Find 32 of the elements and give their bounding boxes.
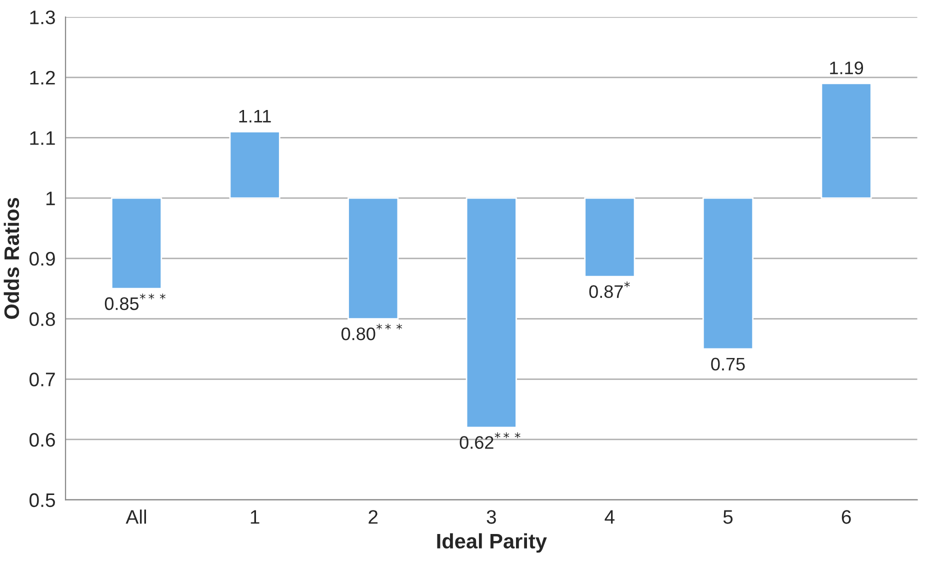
data-label: 1.11 xyxy=(239,110,271,122)
y-tick-label: 1.3 xyxy=(30,10,55,24)
bar xyxy=(229,131,280,199)
x-tick-label: 1 xyxy=(250,510,260,524)
bar xyxy=(702,197,754,350)
bar xyxy=(110,197,162,290)
data-label: 0.87$^{*}$ xyxy=(589,282,630,298)
x-tick-label: 3 xyxy=(486,510,496,524)
bar xyxy=(584,197,636,278)
y-tick-label: 0.5 xyxy=(30,493,55,508)
x-tick-label: All xyxy=(126,510,146,524)
data-label: 0.62$^{***}$ xyxy=(460,432,520,449)
data-label: 0.85$^{***}$ xyxy=(104,294,166,310)
bar xyxy=(348,197,399,320)
x-tick-label: 4 xyxy=(604,510,615,524)
y-tick-label: 0.7 xyxy=(30,372,55,386)
y-axis-title: Odds Ratios xyxy=(4,198,20,319)
x-tick-label: 2 xyxy=(368,510,378,524)
y-tick-label: 0.9 xyxy=(30,252,55,266)
y-tick-label: 1.2 xyxy=(30,70,55,84)
bar xyxy=(820,82,872,199)
data-label: 0.80$^{***}$ xyxy=(341,324,402,340)
data-label: 0.75 xyxy=(711,358,745,371)
x-axis-title: Ideal Parity xyxy=(437,533,547,553)
bar xyxy=(466,197,517,428)
x-tick-label: 5 xyxy=(723,510,733,524)
data-label: 1.19 xyxy=(830,62,864,74)
x-tick-label: 6 xyxy=(842,510,851,524)
y-tick-label: 0.8 xyxy=(30,312,55,326)
y-tick-label: 1 xyxy=(46,192,55,206)
y-tick-label: 0.6 xyxy=(30,432,55,447)
y-tick-label: 1.1 xyxy=(30,131,55,145)
